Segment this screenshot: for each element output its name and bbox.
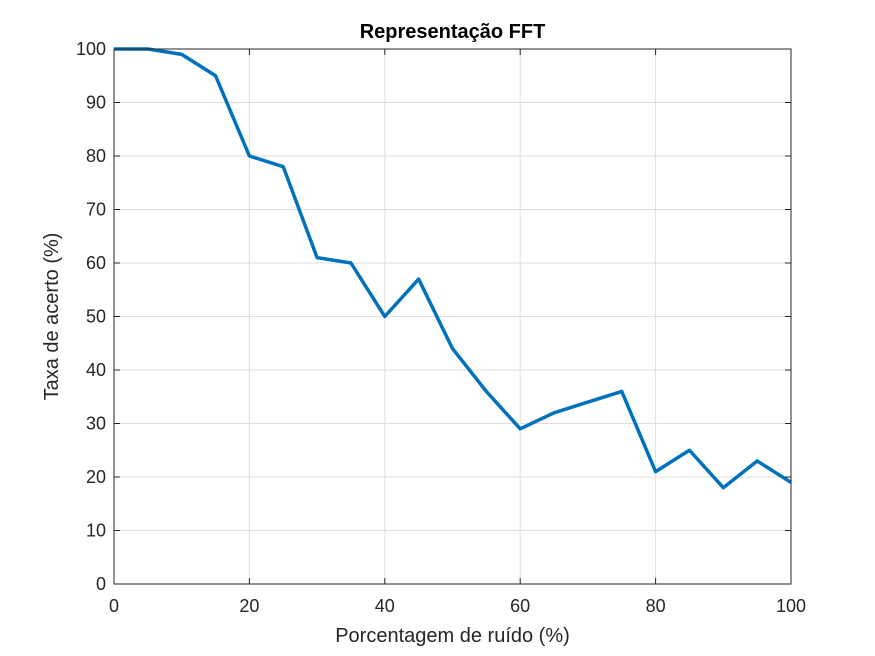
x-axis-label: Porcentagem de ruído (%) bbox=[335, 625, 570, 647]
y-tick-label: 40 bbox=[86, 360, 106, 380]
x-tick-label: 80 bbox=[646, 596, 666, 616]
y-tick-label: 30 bbox=[86, 414, 106, 434]
series-line bbox=[114, 47, 792, 490]
y-tick-label: 70 bbox=[86, 200, 106, 220]
x-tick-label: 40 bbox=[375, 596, 395, 616]
chart-title: Representação FFT bbox=[360, 21, 546, 43]
y-tick-label: 60 bbox=[86, 253, 106, 273]
y-tick-label: 80 bbox=[86, 146, 106, 166]
x-tick-label: 60 bbox=[510, 596, 530, 616]
series-layer bbox=[114, 47, 792, 490]
grid-lines bbox=[113, 48, 792, 585]
x-tick-labels: 0 20 40 60 80 100 bbox=[109, 596, 806, 616]
y-tick-label: 90 bbox=[86, 93, 106, 113]
x-tick-label: 100 bbox=[776, 596, 806, 616]
x-tick-label: 0 bbox=[109, 596, 119, 616]
y-tick-label: 0 bbox=[96, 574, 106, 594]
x-tick-label: 20 bbox=[239, 596, 259, 616]
tick-marks bbox=[113, 48, 792, 585]
y-tick-label: 50 bbox=[86, 307, 106, 327]
y-tick-labels: 0 10 20 30 40 50 60 70 80 90 100 bbox=[76, 39, 106, 594]
y-tick-label: 10 bbox=[86, 521, 106, 541]
y-tick-label: 20 bbox=[86, 467, 106, 487]
y-tick-label: 100 bbox=[76, 39, 106, 59]
y-axis-label: Taxa de acerto (%) bbox=[41, 233, 63, 401]
